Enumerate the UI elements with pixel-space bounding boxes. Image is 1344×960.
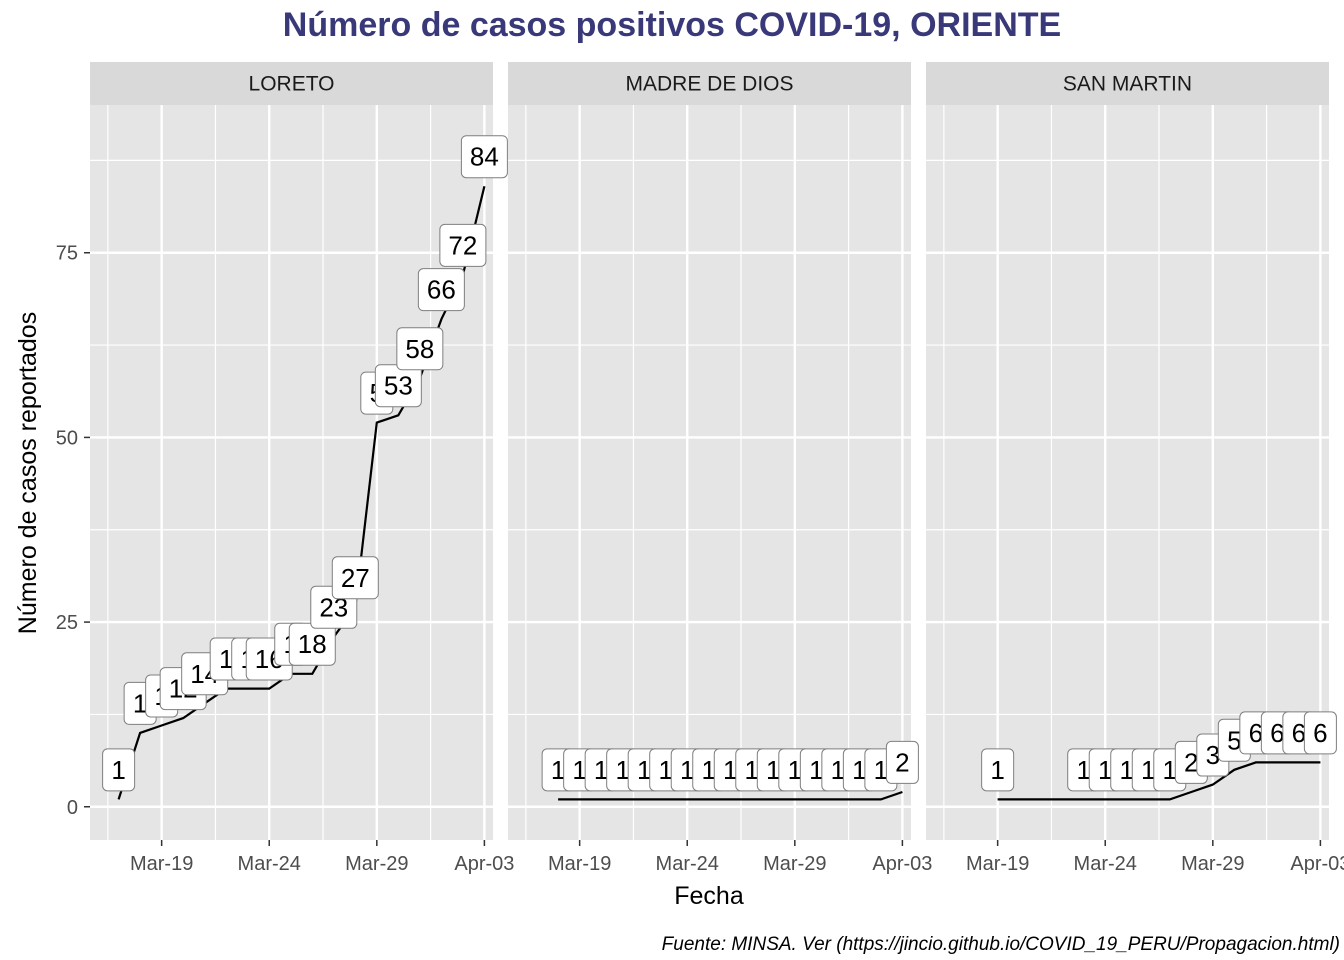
data-label-text: 27 (341, 563, 370, 593)
data-label-text: 58 (405, 334, 434, 364)
data-label-text: 53 (384, 371, 413, 401)
x-tick-label: Mar-24 (238, 853, 301, 875)
data-label: 1 (981, 748, 1015, 792)
facet-strip (926, 62, 1329, 105)
x-tick-label: Mar-29 (1181, 853, 1244, 875)
chart-title: Número de casos positivos COVID-19, ORIE… (283, 6, 1061, 44)
series-line (997, 761, 1321, 801)
data-label-text: 1 (723, 755, 737, 785)
data-label-box (439, 223, 487, 267)
data-label-text: 3 (1206, 740, 1220, 770)
data-label-text: 84 (470, 142, 499, 172)
x-tick-label: Apr-03 (454, 853, 514, 875)
x-tick-label: Mar-29 (345, 853, 408, 875)
data-label: 66 (417, 268, 465, 312)
data-label-text: 1 (572, 755, 586, 785)
data-label: 58 (396, 327, 444, 371)
data-label-box (102, 748, 136, 792)
data-label-text: 1 (788, 755, 802, 785)
data-label-text: 2 (1184, 747, 1198, 777)
data-label-text: 1 (745, 755, 759, 785)
data-label: 53 (374, 364, 422, 408)
data-label-text: 72 (448, 230, 477, 260)
y-tick-label: 0 (67, 797, 78, 819)
facet-strip (90, 62, 493, 105)
data-label-text: 1 (766, 755, 780, 785)
facet-strip-label: MADRE DE DIOS (625, 73, 793, 96)
data-label: 84 (460, 135, 508, 179)
y-tick-label: 75 (56, 243, 78, 265)
data-label-box (331, 556, 379, 600)
data-label-text: 66 (427, 275, 456, 305)
panel-background (508, 105, 911, 840)
x-tick-label: Mar-19 (966, 853, 1029, 875)
x-tick-label: Mar-24 (656, 853, 719, 875)
data-label-text: 5 (1227, 725, 1241, 755)
data-label-text: 6 (1292, 718, 1306, 748)
facet-strip-label: LORETO (249, 73, 335, 96)
data-label-text: 1 (1098, 755, 1112, 785)
data-label-text: 6 (1270, 718, 1284, 748)
data-label-text: 1 (990, 755, 1004, 785)
data-label-text: 1 (615, 755, 629, 785)
data-label-text: 1 (680, 755, 694, 785)
data-label-box (1303, 711, 1337, 755)
series-line (558, 790, 903, 801)
facet-strip-label: SAN MARTIN (1063, 73, 1192, 96)
data-label-text: 18 (298, 629, 327, 659)
data-label-text: 1 (702, 755, 716, 785)
data-label-text: 1 (133, 688, 147, 718)
data-label-box (885, 740, 919, 784)
data-label-text: 1 (637, 755, 651, 785)
data-label-box (460, 135, 508, 179)
y-axis-title: Número de casos reportados (14, 312, 42, 634)
panel-background (90, 105, 493, 840)
data-label-box (981, 748, 1015, 792)
y-tick-label: 25 (56, 612, 78, 634)
data-label-text: 1 (219, 644, 233, 674)
x-tick-label: Mar-19 (130, 853, 193, 875)
source-caption: Fuente: MINSA. Ver (https://jincio.githu… (662, 934, 1340, 955)
data-label-text: 1 (1141, 755, 1155, 785)
data-label-text: 6 (1249, 718, 1263, 748)
data-label-box (417, 268, 465, 312)
data-label-text: 1 (594, 755, 608, 785)
data-label-box (396, 327, 444, 371)
y-tick-label: 50 (56, 427, 78, 449)
data-label: 18 (288, 622, 336, 666)
data-label-text: 1 (551, 755, 565, 785)
data-label: 1 (102, 748, 136, 792)
data-label-text: 1 (111, 755, 125, 785)
data-label-text: 1 (809, 755, 823, 785)
data-label-text: 1 (852, 755, 866, 785)
data-label: 6 (1303, 711, 1337, 755)
x-tick-label: Apr-03 (1290, 853, 1344, 875)
x-tick-label: Apr-03 (872, 853, 932, 875)
data-label: 2 (885, 740, 919, 784)
data-label: 72 (439, 223, 487, 267)
facet-strip (508, 62, 911, 105)
facet-panel-0: LORETO Mar-19 Mar-24 Mar-29 Apr-03 0 25 50 75 1 1 1… (56, 62, 514, 875)
data-label-text: 6 (1313, 718, 1327, 748)
facet-panel-2: SAN MARTINMar-19Mar-24Mar-29Apr-03111111… (926, 62, 1344, 875)
data-label: 27 (331, 556, 379, 600)
data-label-text: 2 (895, 747, 909, 777)
data-label-text: 1 (874, 755, 888, 785)
x-tick-label: Mar-29 (763, 853, 826, 875)
x-axis-title: Fecha (674, 882, 744, 910)
data-label-text: 1 (1163, 755, 1177, 785)
x-tick-label: Mar-19 (548, 853, 611, 875)
data-label-text: 1 (1120, 755, 1134, 785)
data-label-text: 1 (1076, 755, 1090, 785)
data-label-text: 1 (658, 755, 672, 785)
x-tick-label: Mar-24 (1074, 853, 1137, 875)
data-label-text: 1 (831, 755, 845, 785)
